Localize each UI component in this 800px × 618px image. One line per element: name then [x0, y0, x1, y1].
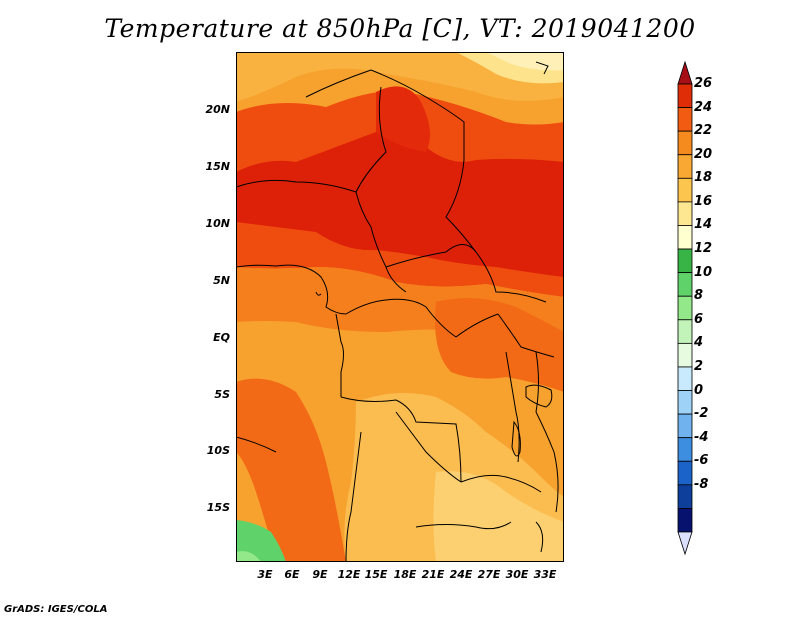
field-sw-warm	[236, 378, 346, 562]
colorbar-swatch	[677, 130, 693, 156]
colorbar-swatch	[677, 248, 693, 274]
colorbar-swatch	[677, 437, 693, 462]
colorbar-swatch	[677, 413, 693, 439]
lat-label-5s: 5S	[214, 388, 230, 401]
lat-label-eq: EQ	[213, 331, 230, 344]
colorbar-swatch	[677, 319, 693, 344]
lon-label-24e: 24E	[449, 568, 473, 581]
lon-label-6e: 6E	[284, 568, 300, 581]
field-south-cold	[433, 471, 564, 562]
lon-label-3e: 3E	[257, 568, 273, 581]
colorbar-label: 8	[694, 288, 704, 304]
colorbar-swatch	[677, 390, 693, 415]
colorbar-label: 22	[694, 123, 713, 139]
field-hot-core	[236, 129, 564, 277]
field-sw-lightgreen	[236, 551, 261, 562]
colorbar-label: 26	[694, 76, 713, 91]
footer-credit: GrADS: IGES/COLA	[4, 604, 108, 615]
colorbar-swatch	[677, 272, 693, 297]
colorbar-swatch	[677, 295, 693, 321]
lon-label-21e: 21E	[421, 568, 445, 581]
colorbar-bottom-arrow	[677, 531, 693, 556]
lon-label-12e: 12E	[337, 568, 361, 581]
colorbar-label: 18	[694, 170, 713, 186]
colorbar-label: 16	[694, 193, 713, 209]
colorbar-label: 6	[694, 311, 704, 327]
lat-label-20n: 20N	[205, 103, 230, 116]
colorbar-label: 10	[694, 264, 713, 280]
colorbar-swatch	[677, 154, 693, 179]
colorbar-swatch	[677, 460, 693, 486]
colorbar-label: 24	[694, 99, 713, 115]
colorbar-swatch	[677, 201, 693, 226]
chart-title: Temperature at 850hPa [C], VT: 201904120…	[104, 14, 696, 43]
colorbar-swatch	[677, 342, 693, 368]
colorbar-label: -2	[694, 406, 709, 422]
colorbar-swatch	[677, 484, 693, 509]
colorbar-label: 12	[694, 241, 713, 257]
temperature-map	[236, 52, 564, 562]
lat-label-10s: 10S	[206, 444, 230, 457]
lon-label-27e: 27E	[477, 568, 501, 581]
colorbar-swatch	[677, 508, 693, 533]
lon-label-30e: 30E	[505, 568, 529, 581]
colorbar-label: 0	[694, 382, 704, 398]
colorbar-label: -6	[694, 453, 709, 469]
field-ne-light	[486, 52, 564, 71]
field-sw-green	[236, 520, 286, 562]
colorbar-label: 20	[694, 146, 713, 162]
colorbar-swatch	[677, 177, 693, 203]
colorbar-swatch	[677, 366, 693, 391]
colorbar-top-arrow	[677, 60, 693, 85]
lat-label-5n: 5N	[213, 274, 230, 287]
colorbar-swatch	[677, 107, 693, 132]
field-east-warm	[435, 298, 564, 392]
lon-label-33e: 33E	[533, 568, 557, 581]
colorbar	[677, 60, 693, 556]
colorbar-swatch	[677, 225, 693, 250]
colorbar-label: 14	[694, 217, 713, 233]
lat-label-10n: 10N	[205, 217, 230, 230]
colorbar-label: 2	[694, 358, 704, 374]
colorbar-label: -8	[694, 476, 709, 492]
lat-label-15s: 15S	[206, 501, 230, 514]
lon-label-18e: 18E	[393, 568, 417, 581]
lon-label-15e: 15E	[364, 568, 388, 581]
colorbar-label: 4	[694, 335, 704, 351]
field-hot-north	[376, 86, 430, 152]
lat-label-15n: 15N	[205, 160, 230, 173]
colorbar-swatch	[677, 83, 693, 108]
lon-label-9e: 9E	[312, 568, 328, 581]
colorbar-label: -4	[694, 429, 709, 445]
country-borders	[236, 61, 559, 562]
